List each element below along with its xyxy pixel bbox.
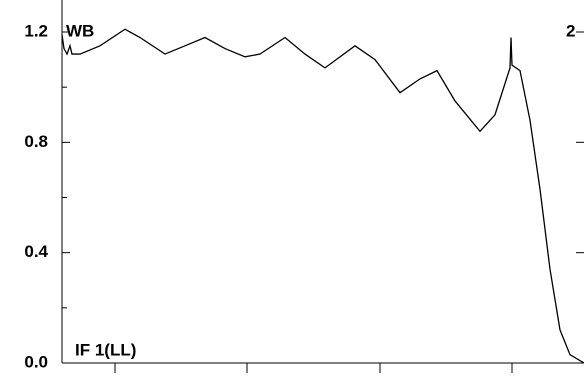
band-label: WB: [66, 21, 94, 40]
y-tick-label: 0.4: [24, 242, 48, 261]
panel-number: 2: [566, 21, 575, 40]
y-tick-label: 0.8: [24, 132, 48, 151]
y-tick-label: 1.2: [24, 21, 48, 40]
y-tick-label: 0.0: [24, 352, 48, 371]
if-label: IF 1(LL): [75, 340, 136, 359]
bandpass-line: [61, 28, 584, 364]
